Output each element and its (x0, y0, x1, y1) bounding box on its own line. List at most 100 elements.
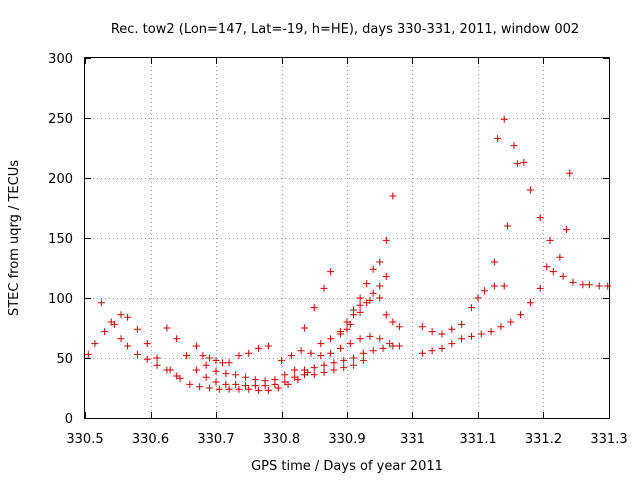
x-tick-label: 330.7 (197, 432, 234, 447)
data-point (579, 281, 587, 289)
x-tick-label: 331 (400, 432, 425, 447)
data-point (317, 352, 325, 360)
y-tick-label: 0 (65, 412, 73, 427)
data-point (124, 313, 132, 321)
data-point (251, 376, 259, 384)
data-point (222, 370, 230, 378)
data-point (287, 352, 295, 360)
data-point (327, 268, 335, 276)
data-point (245, 349, 253, 357)
plot-frame (84, 57, 610, 419)
data-point (382, 272, 390, 280)
data-point (500, 115, 508, 123)
data-point (428, 347, 436, 355)
data-point (84, 350, 92, 358)
data-point (507, 318, 515, 326)
data-point (215, 385, 223, 393)
y-tick-label: 200 (48, 172, 73, 187)
data-point (363, 280, 371, 288)
data-point (477, 330, 485, 338)
data-point (307, 349, 315, 357)
data-point (330, 366, 338, 374)
data-point (202, 373, 210, 381)
data-point (503, 222, 511, 230)
data-point (389, 192, 397, 200)
data-point (604, 282, 612, 290)
data-point (199, 352, 207, 360)
data-point (536, 214, 544, 222)
x-tick-label: 331.1 (459, 432, 496, 447)
x-axis-label: GPS time / Days of year 2011 (251, 459, 443, 474)
data-point (386, 340, 394, 348)
data-point (245, 385, 253, 393)
data-point (310, 371, 318, 379)
data-point (291, 366, 299, 374)
axis-ticks: 330.5 330.6 330.7 330.8 330.9 331 331.1 331.2 33… (48, 52, 627, 447)
data-point (124, 342, 132, 350)
data-point (110, 320, 118, 328)
data-point (546, 236, 554, 244)
data-point (183, 352, 191, 360)
data-point (320, 368, 328, 376)
x-tick-label: 330.5 (66, 432, 103, 447)
data-point (467, 332, 475, 340)
data-point (356, 294, 364, 302)
data-point (241, 382, 249, 390)
data-point (356, 335, 364, 343)
data-point (300, 366, 308, 374)
data-point (359, 356, 367, 364)
data-point (490, 258, 498, 266)
data-point (232, 371, 240, 379)
data-point (143, 355, 151, 363)
data-point (101, 328, 109, 336)
x-tick-label: 331.3 (590, 432, 627, 447)
data-point (376, 335, 384, 343)
data-point (474, 294, 482, 302)
data-point (395, 323, 403, 331)
data-point (395, 342, 403, 350)
chart-title: Rec. tow2 (Lon=147, Lat=-19, h=HE), days… (111, 22, 579, 37)
data-point (186, 380, 194, 388)
data-point (222, 380, 230, 388)
data-point (320, 361, 328, 369)
data-point (428, 328, 436, 336)
data-point (173, 335, 181, 343)
data-point (310, 364, 318, 372)
data-point (340, 364, 348, 372)
data-point (117, 335, 125, 343)
data-point (520, 158, 528, 166)
data-point (327, 335, 335, 343)
y-axis-label: STEC from uqrg / TECUs (7, 160, 22, 316)
data-point (212, 378, 220, 386)
data-point (166, 366, 174, 374)
data-point (297, 347, 305, 355)
x-tick-label: 331.2 (525, 432, 562, 447)
y-tick-label: 250 (48, 112, 73, 127)
data-point (251, 382, 259, 390)
data-point (281, 378, 289, 386)
data-point (458, 335, 466, 343)
y-tick-label: 100 (48, 292, 73, 307)
data-point (330, 359, 338, 367)
data-point (595, 282, 603, 290)
data-point (235, 385, 243, 393)
data-point (212, 367, 220, 375)
data-point (343, 325, 351, 333)
data-point (356, 308, 364, 316)
data-point (389, 318, 397, 326)
data-point (569, 278, 577, 286)
data-point (336, 328, 344, 336)
data-point (376, 294, 384, 302)
data-point (458, 320, 466, 328)
grid (85, 58, 609, 418)
data-points (84, 115, 612, 394)
data-point (196, 383, 204, 391)
data-point (163, 324, 171, 332)
data-point (225, 359, 233, 367)
data-point (235, 352, 243, 360)
data-point (202, 361, 210, 369)
data-point (517, 311, 525, 319)
data-point (585, 281, 593, 289)
data-point (192, 342, 200, 350)
data-point (153, 354, 161, 362)
